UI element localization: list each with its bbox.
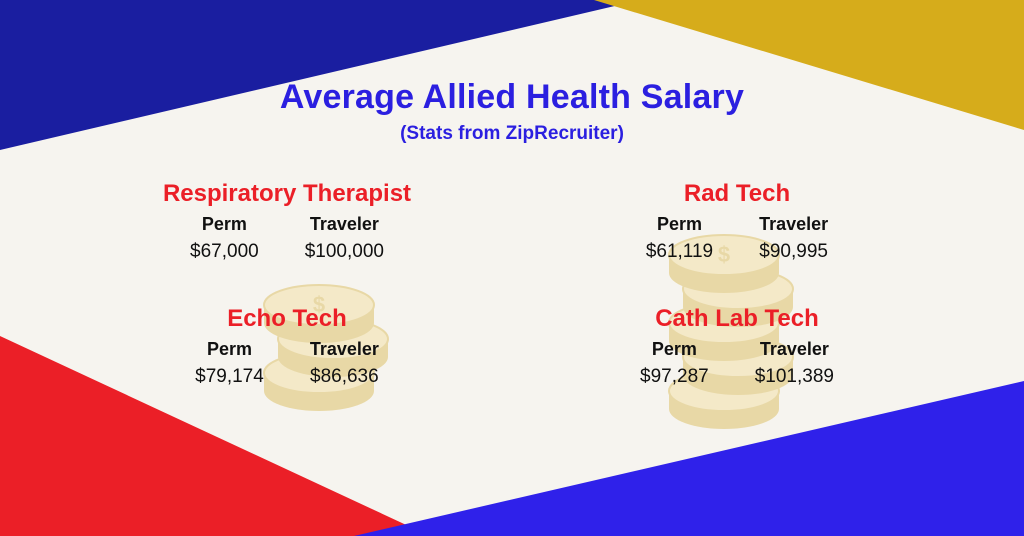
page-title: Average Allied Health Salary bbox=[0, 78, 1024, 117]
salary-pair: Perm $97,287 Traveler $101,389 bbox=[587, 339, 887, 388]
page-subtitle: (Stats from ZipRecruiter) bbox=[0, 123, 1024, 145]
traveler-value: $90,995 bbox=[759, 241, 828, 263]
traveler-label: Traveler bbox=[305, 214, 384, 235]
perm-value: $97,287 bbox=[640, 366, 709, 388]
traveler-label: Traveler bbox=[759, 214, 828, 235]
perm-label: Perm bbox=[646, 214, 713, 235]
salary-pair: Perm $61,119 Traveler $90,995 bbox=[587, 214, 887, 263]
perm-label: Perm bbox=[195, 339, 264, 360]
perm-value: $79,174 bbox=[195, 366, 264, 388]
role-card-echo: Echo Tech Perm $79,174 Traveler $86,636 bbox=[137, 305, 437, 388]
role-name: Echo Tech bbox=[137, 305, 437, 333]
role-name: Rad Tech bbox=[587, 180, 887, 208]
perm-value: $61,119 bbox=[646, 241, 713, 263]
traveler-label: Traveler bbox=[755, 339, 834, 360]
traveler-value: $100,000 bbox=[305, 241, 384, 263]
perm-cell: Perm $79,174 bbox=[195, 339, 264, 388]
role-card-respiratory: Respiratory Therapist Perm $67,000 Trave… bbox=[137, 180, 437, 263]
traveler-cell: Traveler $90,995 bbox=[759, 214, 828, 263]
role-card-rad: Rad Tech Perm $61,119 Traveler $90,995 bbox=[587, 180, 887, 263]
traveler-cell: Traveler $100,000 bbox=[305, 214, 384, 263]
role-name: Respiratory Therapist bbox=[137, 180, 437, 208]
salary-pair: Perm $79,174 Traveler $86,636 bbox=[137, 339, 437, 388]
perm-label: Perm bbox=[640, 339, 709, 360]
salary-pair: Perm $67,000 Traveler $100,000 bbox=[137, 214, 437, 263]
header: Average Allied Health Salary (Stats from… bbox=[0, 78, 1024, 145]
perm-cell: Perm $61,119 bbox=[646, 214, 713, 263]
perm-cell: Perm $67,000 bbox=[190, 214, 259, 263]
role-name: Cath Lab Tech bbox=[587, 305, 887, 333]
traveler-cell: Traveler $101,389 bbox=[755, 339, 834, 388]
traveler-cell: Traveler $86,636 bbox=[310, 339, 379, 388]
role-card-cath: Cath Lab Tech Perm $97,287 Traveler $101… bbox=[587, 305, 887, 388]
perm-value: $67,000 bbox=[190, 241, 259, 263]
traveler-value: $86,636 bbox=[310, 366, 379, 388]
traveler-value: $101,389 bbox=[755, 366, 834, 388]
salary-grid: Respiratory Therapist Perm $67,000 Trave… bbox=[0, 180, 1024, 388]
perm-cell: Perm $97,287 bbox=[640, 339, 709, 388]
stage: Average Allied Health Salary (Stats from… bbox=[0, 0, 1024, 536]
perm-label: Perm bbox=[190, 214, 259, 235]
traveler-label: Traveler bbox=[310, 339, 379, 360]
